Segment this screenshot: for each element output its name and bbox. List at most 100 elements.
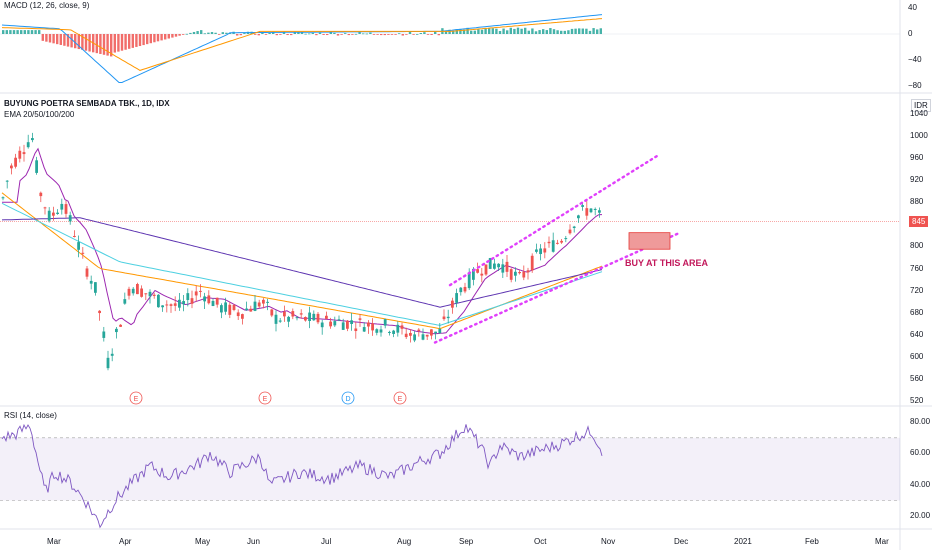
event-marker	[258, 391, 272, 405]
candle-body	[568, 229, 572, 234]
candle-body	[581, 205, 584, 207]
candle-body	[535, 249, 538, 252]
candle-body	[60, 203, 64, 210]
macd-histogram-bar	[556, 30, 559, 34]
macd-histogram-bar	[599, 28, 602, 34]
macd-histogram-bar	[207, 32, 210, 34]
candle-body	[257, 302, 261, 307]
macd-histogram-bar	[527, 30, 530, 34]
macd-histogram-bar	[419, 32, 422, 34]
macd-histogram-bar	[297, 32, 300, 34]
macd-histogram-bar	[322, 34, 325, 35]
macd-histogram-bar	[12, 30, 16, 34]
candle-body	[68, 215, 72, 222]
candle-body	[31, 138, 34, 141]
signal-line	[1, 18, 603, 71]
candle-body	[169, 304, 173, 306]
macd-histogram-bar	[304, 33, 307, 35]
macd-histogram-bar	[520, 28, 523, 34]
macd-histogram-bar	[495, 28, 498, 34]
macd-histogram-bar	[142, 34, 145, 46]
macd-histogram-bar	[552, 29, 556, 34]
macd-histogram-bar	[128, 34, 131, 49]
candle-body	[119, 324, 122, 327]
time-axis-tick: Sep	[459, 537, 474, 546]
candle-body	[430, 329, 433, 336]
macd-histogram-bar	[452, 30, 455, 34]
event-marker-label: E	[398, 396, 403, 403]
candle-body	[543, 248, 547, 253]
macd-histogram-bar	[99, 34, 102, 54]
candle-body	[144, 293, 148, 295]
macd-histogram-bar	[455, 29, 458, 34]
price-axis-tick: 1040	[910, 109, 928, 118]
price-axis-tick: 560	[910, 373, 924, 383]
candle-body	[131, 288, 135, 294]
time-axis-tick: Apr	[119, 537, 132, 546]
candle-body	[1, 197, 5, 199]
candle-body	[585, 208, 589, 216]
macd-histogram-bar	[70, 34, 73, 48]
macd-histogram-bar	[570, 28, 574, 34]
price-title: BUYUNG POETRA SEMBADA TBK., 1D, IDX	[4, 99, 170, 108]
candle-body	[18, 150, 22, 159]
candle-body	[211, 300, 215, 307]
candle-body	[253, 301, 257, 311]
candle-body	[52, 212, 55, 216]
macd-histogram-bar	[362, 33, 365, 35]
candle-body	[241, 314, 244, 319]
macd-histogram-bar	[45, 34, 48, 42]
macd-histogram-bar	[293, 32, 296, 34]
macd-histogram-bar	[120, 34, 124, 51]
macd-histogram-bar	[434, 31, 437, 34]
candle-body	[304, 317, 307, 321]
candle-body	[400, 325, 404, 329]
macd-histogram-bar	[502, 28, 505, 34]
ema-label: EMA 20/50/100/200	[4, 110, 75, 119]
macd-histogram-bar	[585, 28, 588, 34]
macd-histogram-bar	[117, 34, 120, 52]
candle-body	[308, 312, 311, 321]
candle-body	[110, 353, 114, 356]
macd-histogram-bar	[131, 34, 134, 48]
candle-body	[358, 318, 362, 320]
candle-body	[413, 334, 416, 341]
candle-body	[362, 327, 366, 332]
candle-body	[299, 313, 303, 315]
event-marker	[393, 391, 407, 405]
candle-body	[115, 328, 118, 333]
macd-histogram-bar	[110, 34, 113, 57]
candle-body	[89, 280, 93, 284]
macd-histogram-bar	[41, 34, 44, 41]
macd-histogram-bar	[426, 34, 430, 35]
macd-histogram-bar	[506, 30, 509, 34]
candle-body	[417, 329, 421, 331]
candle-body	[228, 304, 232, 315]
candle-body	[325, 315, 328, 319]
macd-histogram-bar	[77, 34, 80, 50]
time-axis-tick: Dec	[674, 537, 689, 546]
rsi-axis-tick: 40.00	[910, 479, 931, 489]
channel-lower-line	[433, 231, 682, 344]
candle-body	[564, 238, 568, 240]
macd-histogram-bar	[48, 34, 52, 43]
macd-histogram-bar	[498, 31, 502, 34]
macd-histogram-bar	[52, 34, 55, 44]
macd-histogram-bar	[596, 29, 599, 34]
macd-histogram-bar	[534, 31, 538, 34]
macd-histogram-bar	[146, 34, 149, 45]
macd-histogram-bar	[340, 34, 343, 35]
macd-histogram-bar	[66, 34, 70, 47]
buy-annotation: BUY AT THIS AREA	[625, 258, 709, 268]
price-axis-tick: 760	[910, 263, 924, 273]
macd-histogram-bar	[254, 34, 257, 35]
macd-histogram-bar	[592, 28, 595, 34]
macd-histogram-bar	[390, 34, 394, 35]
candle-body	[526, 270, 530, 273]
candle-body	[472, 268, 475, 280]
candle-body	[5, 180, 9, 182]
macd-histogram-bar	[160, 34, 163, 41]
macd-histogram-bar	[124, 34, 127, 50]
candle-body	[249, 308, 253, 312]
